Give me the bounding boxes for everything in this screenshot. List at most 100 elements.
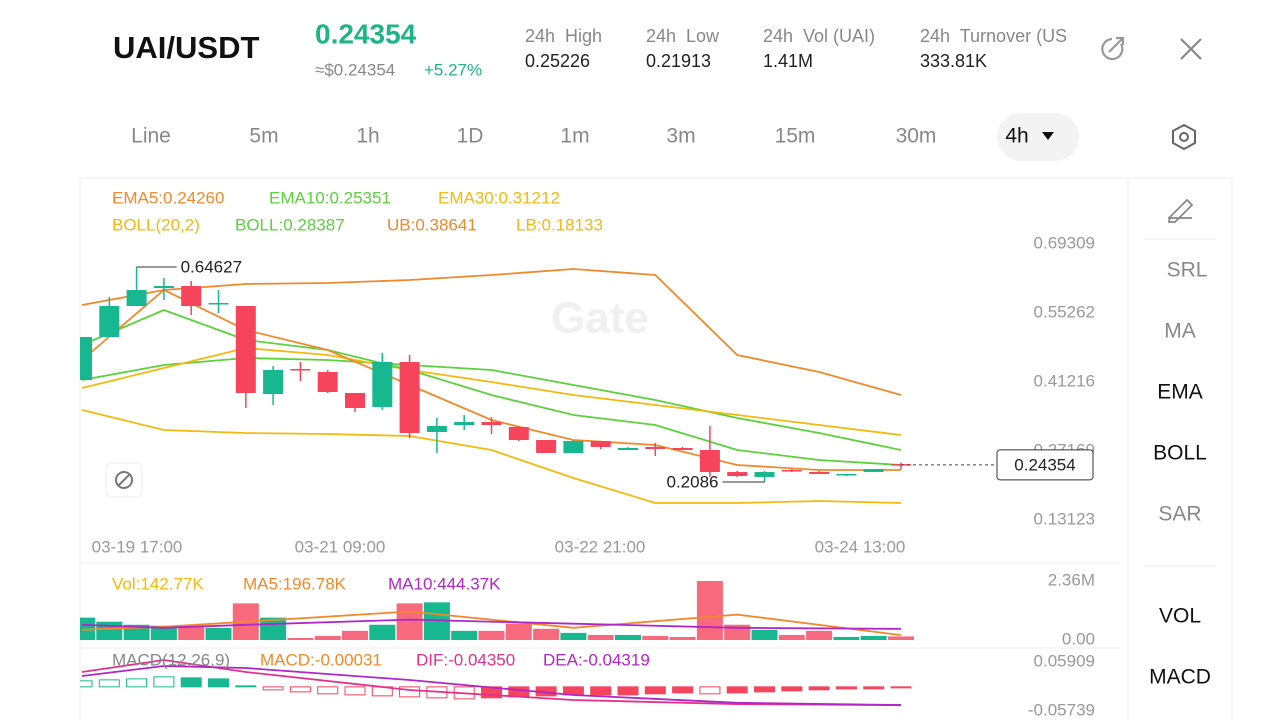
draw-tool[interactable] <box>1167 198 1194 223</box>
indicator-line <box>81 409 902 504</box>
overlay: 0.693090.552620.412160.271690.13123EMA5:… <box>92 188 1095 719</box>
candle-body <box>372 361 393 407</box>
max-label: 0.64627 <box>181 257 242 276</box>
macd-bar <box>235 685 257 688</box>
indicator-button[interactable]: SAR <box>1158 503 1201 526</box>
volume-bar <box>451 630 478 640</box>
tab[interactable]: 1D <box>457 125 484 148</box>
indicator-button[interactable]: BOLL <box>1153 442 1207 465</box>
macd-bar <box>399 686 421 698</box>
stat-label: 24h Vol (UAI) <box>763 26 875 46</box>
volume-bar <box>314 635 341 640</box>
tab[interactable]: 5m <box>249 125 278 148</box>
macd-bar <box>672 686 694 694</box>
candle-body <box>80 336 92 381</box>
candle-body <box>345 392 365 409</box>
indicator-line <box>81 309 902 466</box>
legend-entry: UB:0.38641 <box>387 215 477 234</box>
macd-bar <box>80 680 93 688</box>
tab[interactable]: 3m <box>666 125 695 148</box>
legend-entry: DEA:-0.04319 <box>543 650 650 669</box>
volume-bar <box>696 581 723 640</box>
stat-label: 24h Low <box>646 26 720 46</box>
candle-body <box>563 440 584 454</box>
indicator-line <box>81 618 902 630</box>
macd-bar <box>289 686 311 693</box>
volume-bar <box>505 623 532 640</box>
candle-body <box>508 426 529 440</box>
macd-bar <box>890 686 912 689</box>
candle-body <box>290 369 311 371</box>
tab[interactable]: 1m <box>560 125 589 148</box>
candle-body <box>727 472 748 476</box>
tab[interactable]: Line <box>131 125 171 148</box>
tab[interactable]: 4h <box>1005 125 1028 148</box>
close-button[interactable] <box>1180 38 1202 60</box>
dropdown-arrow <box>1042 132 1054 140</box>
indicator-line <box>81 268 902 396</box>
candle-body <box>781 470 802 472</box>
indicator-button[interactable]: SRL <box>1167 259 1208 282</box>
y-tick-label: 2.36M <box>1048 570 1095 589</box>
last-price-label: 0.24354 <box>1014 455 1075 474</box>
last-price: 0.24354 <box>315 18 417 49</box>
indicator-line <box>81 610 902 636</box>
volume-bar <box>287 637 314 640</box>
y-tick-label: 0.13123 <box>1034 509 1095 528</box>
indicator-button[interactable]: MA <box>1164 320 1196 343</box>
indicator-button[interactable]: VOL <box>1159 605 1201 628</box>
indicator-button[interactable]: MACD <box>1149 666 1211 689</box>
candle-body <box>399 361 420 434</box>
y-tick-label: 0.00 <box>1062 629 1095 648</box>
candle-body <box>99 305 120 337</box>
volume-bar <box>342 630 368 640</box>
last-price-tag <box>996 449 1094 481</box>
candle-body <box>454 422 475 426</box>
macd-bar <box>726 686 748 694</box>
share-button[interactable] <box>1101 36 1125 61</box>
legend-entry: MA10:444.37K <box>388 574 501 593</box>
macd-bar <box>317 686 339 695</box>
volume-bar <box>205 627 232 640</box>
stat-value: 333.81K <box>920 51 987 71</box>
candle-body <box>317 372 338 393</box>
x-tick-label: 03-24 13:00 <box>815 537 906 556</box>
indicator-line <box>81 357 902 451</box>
indicator-line <box>81 659 902 707</box>
volume-bar <box>778 634 805 640</box>
candle-body <box>809 472 830 474</box>
volume-bar <box>96 621 123 640</box>
macd-bar <box>208 678 229 688</box>
candle-body <box>153 286 174 289</box>
tab[interactable]: 30m <box>896 125 937 148</box>
x-tick-label: 03-21 09:00 <box>295 537 386 556</box>
settings-button[interactable] <box>1172 123 1196 151</box>
selected-tab-bg <box>997 113 1079 161</box>
legend-entry: LB:0.18133 <box>516 215 603 234</box>
stat-value: 1.41M <box>763 51 813 71</box>
candle-body <box>618 447 638 451</box>
volume-bar <box>806 630 833 640</box>
volume-bar <box>751 629 778 640</box>
indicator-button[interactable]: EMA <box>1157 381 1203 404</box>
macd-bar <box>153 676 175 688</box>
tab[interactable]: 15m <box>775 125 816 148</box>
legend-entry: EMA5:0.24260 <box>112 188 224 207</box>
y-tick-label: 0.55262 <box>1034 302 1095 321</box>
volume-bar <box>669 636 696 640</box>
x-tick-label: 03-22 21:00 <box>555 537 646 556</box>
pair-name: UAI/USDT <box>113 30 259 65</box>
macd-bar <box>754 686 775 693</box>
legend-entry: DIF:-0.04350 <box>416 650 515 669</box>
price-change: +5.27% <box>424 60 482 79</box>
tab[interactable]: 1h <box>356 125 379 148</box>
volume-bar <box>615 634 641 640</box>
chart-toggle[interactable] <box>105 462 143 498</box>
x-tick-label: 03-19 17:00 <box>92 537 183 556</box>
legend-entry: BOLL(20,2) <box>112 215 200 234</box>
stat-label: 24h High <box>525 26 602 46</box>
watermark: Gate <box>551 294 649 343</box>
volume-bar <box>587 634 614 640</box>
